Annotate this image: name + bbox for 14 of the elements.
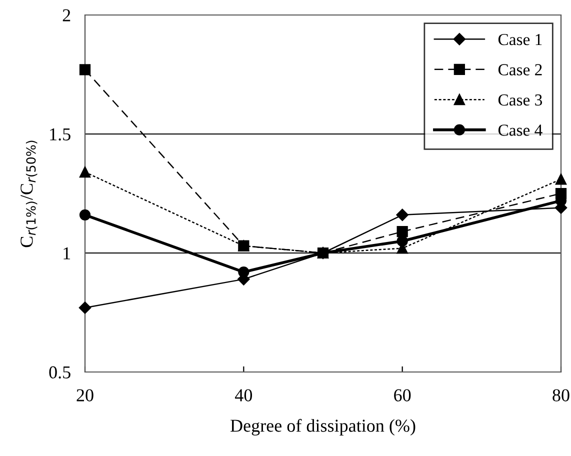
legend-label: Case 2: [498, 64, 542, 76]
legend-label: Case 3: [498, 94, 542, 106]
y-tick-label: 0.5: [49, 366, 70, 379]
x-tick-label: 20: [76, 389, 94, 402]
y-tick-label: 1.5: [50, 128, 70, 141]
y-tick-label: 2: [62, 9, 70, 22]
legend-label: Case 1: [498, 34, 542, 46]
x-tick-label: 80: [552, 389, 570, 402]
legend-label: Case 4: [498, 124, 542, 136]
x-tick-label: 60: [394, 389, 411, 402]
y-axis-title: C$_{r(1%)}$/C$_{r(50%)}$: [20, 140, 38, 248]
x-axis-title: Degree of dissipation (%): [230, 418, 416, 436]
x-tick-label: 40: [234, 389, 252, 402]
y-tick-label: 1: [64, 247, 70, 260]
